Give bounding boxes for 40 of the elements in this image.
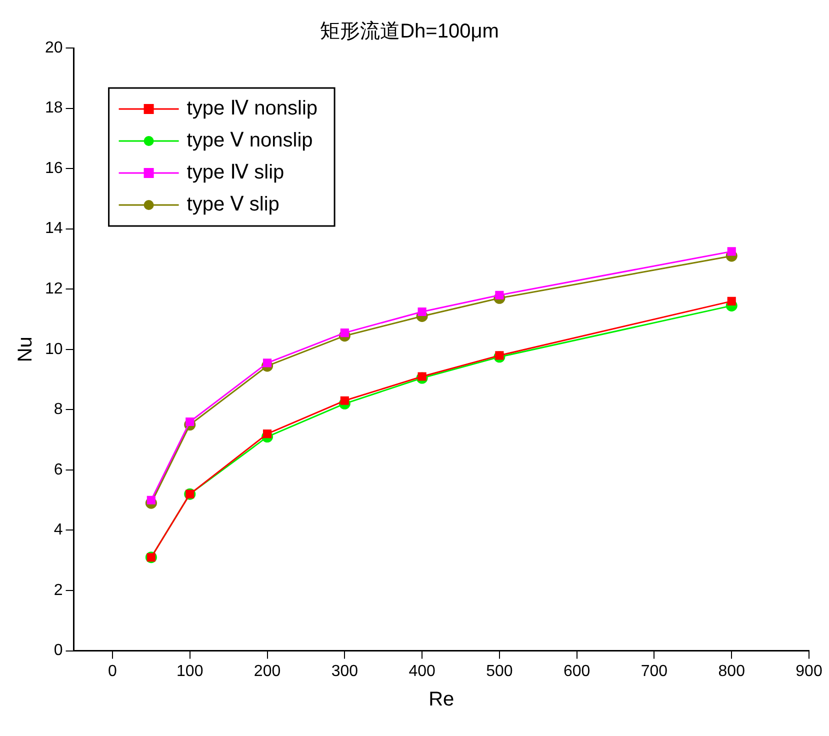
y-tick-label: 20 xyxy=(45,39,63,56)
x-tick-label: 900 xyxy=(796,662,822,680)
y-tick-label: 4 xyxy=(54,522,63,539)
x-tick-label: 700 xyxy=(640,662,668,680)
point xyxy=(495,351,504,360)
point xyxy=(418,372,426,381)
legend-label: type Ⅴ slip xyxy=(186,194,280,216)
x-axis-title: Re xyxy=(428,688,454,711)
y-axis-title: Nu xyxy=(14,336,37,362)
y-tick-label: 10 xyxy=(45,340,63,358)
point xyxy=(727,296,736,306)
x-tick-label: 200 xyxy=(254,662,281,680)
point xyxy=(340,328,349,338)
x-tick-label: 600 xyxy=(563,662,590,680)
y-tick-label: 18 xyxy=(45,100,63,117)
y-tick-label: 16 xyxy=(45,160,63,177)
x-tick-label: 100 xyxy=(176,662,204,680)
y-tick-label: 6 xyxy=(54,461,63,478)
point xyxy=(495,290,504,300)
y-tick-label: 14 xyxy=(45,220,63,238)
y-tick-label: 12 xyxy=(45,280,63,298)
x-tick-label: 400 xyxy=(408,662,436,680)
legend-label: type Ⅴ nonslip xyxy=(186,130,313,152)
point xyxy=(186,417,194,426)
point xyxy=(418,307,426,316)
x-tick-label: 0 xyxy=(108,662,118,680)
x-tick-label: 800 xyxy=(718,662,746,680)
point xyxy=(262,358,272,368)
point xyxy=(146,496,156,504)
point xyxy=(727,247,736,256)
x-tick-label: 500 xyxy=(486,662,513,680)
legend-label: type Ⅳ nonslip xyxy=(186,98,318,120)
x-tick-label: 300 xyxy=(331,662,358,680)
y-tick-label: 0 xyxy=(54,642,63,660)
y-tick-label: 2 xyxy=(54,582,63,599)
y-tick-label: 8 xyxy=(54,401,63,418)
chart-title: 矩形流道Dh=100μm xyxy=(320,20,499,43)
point xyxy=(340,396,349,405)
point xyxy=(262,430,272,438)
legend-label: type Ⅳ slip xyxy=(186,162,284,184)
